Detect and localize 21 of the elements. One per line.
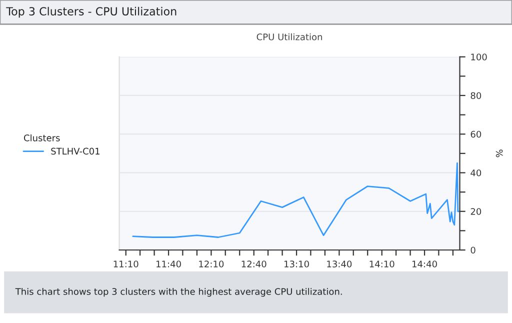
x-tick-label: 14:40: [412, 260, 437, 268]
y-tick-label: 100: [471, 54, 487, 60]
y-tick-label: 60: [470, 130, 482, 138]
line-series: [132, 162, 460, 238]
chart-title: Top 3 Clusters - CPU Utilization: [6, 6, 176, 18]
chart-subtitle: CPU Utilization: [256, 33, 322, 40]
y-tick-label: 0: [470, 246, 476, 254]
x-tick-label: 11:10: [114, 260, 138, 268]
x-tick-label: 11:40: [156, 260, 181, 268]
x-tick-label: 14:10: [370, 260, 394, 268]
y-tick-label: 40: [470, 169, 482, 176]
x-tick-label: 13:10: [284, 260, 309, 268]
y-tick-label: 80: [470, 92, 482, 100]
y-axis-title: %: [496, 150, 503, 158]
y-tick-label: 20: [470, 208, 482, 215]
legend-title: Clusters: [24, 134, 60, 142]
x-tick-label: 13:40: [327, 260, 352, 268]
x-tick-label: 12:40: [242, 260, 266, 268]
x-tick-label: 12:10: [199, 260, 224, 268]
text: This chart shows top 3 clusters with the highest average CPU utilization.: [15, 288, 342, 297]
legend-label: STLHV-C01: [51, 148, 100, 155]
